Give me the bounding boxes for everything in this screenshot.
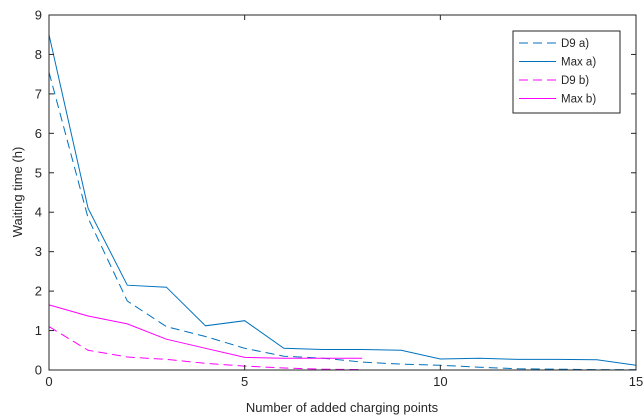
legend-label-0: D9 a) xyxy=(561,38,589,50)
ticks-layer: 0 5 10 15 0 1 2 3 4 5 6 7 8 9 xyxy=(35,8,643,390)
y-tick-label-6: 6 xyxy=(35,126,42,141)
x-tick-label-3: 15 xyxy=(629,374,643,389)
y-tick-label-9: 9 xyxy=(35,8,42,23)
x-axis-label: Number of added charging points xyxy=(246,400,439,415)
y-tick-label-2: 2 xyxy=(35,284,42,299)
y-axis-label: Waiting time (h) xyxy=(10,147,25,238)
legend-label-3: Max b) xyxy=(561,94,596,106)
series-line-0 xyxy=(48,72,636,371)
x-tick-label-0: 0 xyxy=(45,374,52,389)
series-layer xyxy=(48,34,637,371)
legend-box xyxy=(512,30,621,114)
y-tick-label-4: 4 xyxy=(35,205,42,220)
legend-label-2: D9 b) xyxy=(561,75,589,87)
axes-layer xyxy=(48,14,637,371)
y-tick-label-7: 7 xyxy=(35,86,42,101)
legend: D9 a) Max a) D9 b) Max b) xyxy=(512,30,621,114)
y-tick-label-5: 5 xyxy=(35,165,42,180)
axes-box xyxy=(48,14,637,371)
series-line-2 xyxy=(48,326,363,371)
y-tick-label-3: 3 xyxy=(35,244,42,259)
series-line-1 xyxy=(48,34,637,366)
series-line-3 xyxy=(48,304,363,359)
y-tick-label-1: 1 xyxy=(35,323,42,338)
x-tick-label-2: 10 xyxy=(433,374,447,389)
y-tick-label-0: 0 xyxy=(35,363,42,378)
legend-label-1: Max a) xyxy=(561,57,596,69)
x-tick-label-1: 5 xyxy=(241,374,248,389)
y-tick-label-8: 8 xyxy=(35,47,42,62)
